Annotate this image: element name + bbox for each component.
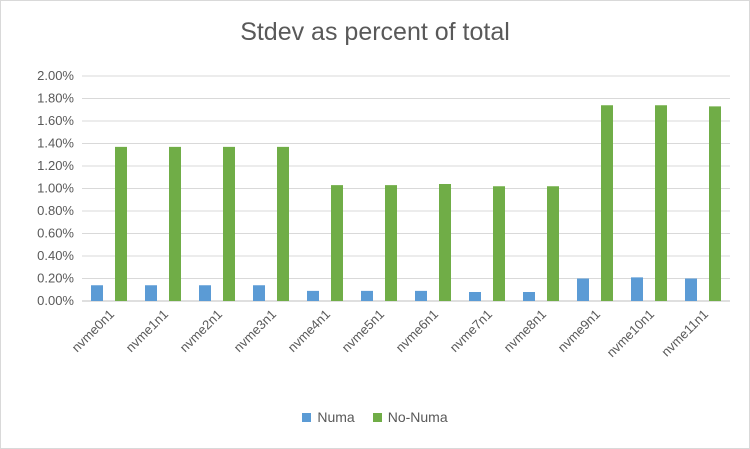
x-tick-label: nvme11n1 [658, 307, 711, 360]
bar-numa [685, 278, 697, 301]
bar-numa [307, 290, 319, 301]
bar-numa [469, 292, 481, 301]
x-tick-label: nvme9n1 [555, 307, 603, 355]
x-tick-label: nvme6n1 [393, 307, 441, 355]
legend-label-numa: Numa [317, 409, 355, 425]
x-tick-label: nvme0n1 [69, 307, 117, 355]
bar-no-numa [655, 105, 667, 301]
x-tick-label: nvme3n1 [231, 307, 279, 355]
bar-no-numa [331, 185, 343, 301]
bar-numa [577, 278, 589, 301]
bar-no-numa [223, 146, 235, 301]
legend-item-numa: Numa [302, 409, 355, 425]
y-tick-label: 1.80% [37, 91, 74, 106]
x-tick-label: nvme7n1 [447, 307, 495, 355]
legend-swatch-numa [302, 412, 312, 422]
legend: Numa No-Numa [0, 409, 750, 425]
bar-numa [631, 277, 643, 301]
bar-no-numa [601, 105, 613, 301]
legend-swatch-no-numa [372, 412, 382, 422]
x-tick-label: nvme8n1 [501, 307, 549, 355]
x-tick-label: nvme4n1 [285, 307, 333, 355]
y-tick-label: 0.20% [37, 271, 74, 286]
x-tick-label: nvme2n1 [177, 307, 225, 355]
y-tick-label: 2.00% [37, 68, 74, 83]
bar-no-numa [277, 146, 289, 301]
legend-item-no-numa: No-Numa [372, 409, 448, 425]
bar-numa [199, 285, 211, 301]
bar-no-numa [709, 106, 721, 301]
y-tick-label: 1.00% [37, 181, 74, 196]
bar-no-numa [169, 146, 181, 301]
y-tick-label: 1.20% [37, 158, 74, 173]
y-tick-label: 0.60% [37, 226, 74, 241]
legend-label-no-numa: No-Numa [387, 409, 448, 425]
y-tick-label: 1.40% [37, 136, 74, 151]
bar-no-numa [493, 186, 505, 301]
y-tick-label: 0.00% [37, 293, 74, 308]
x-tick-label: nvme5n1 [339, 307, 387, 355]
y-tick-label: 1.60% [37, 113, 74, 128]
y-tick-label: 0.40% [37, 248, 74, 263]
bar-numa [253, 285, 265, 301]
bar-numa [361, 290, 373, 301]
bar-numa [145, 285, 157, 301]
bar-numa [415, 290, 427, 301]
bar-no-numa [439, 184, 451, 301]
chart-title: Stdev as percent of total [240, 18, 510, 46]
x-tick-label: nvme10n1 [604, 307, 658, 361]
bar-numa [523, 292, 535, 301]
y-tick-label: 0.80% [37, 203, 74, 218]
bar-numa [91, 285, 103, 301]
bar-no-numa [385, 185, 397, 301]
bar-no-numa [547, 186, 559, 301]
x-tick-label: nvme1n1 [123, 307, 171, 355]
bar-no-numa [115, 146, 127, 301]
